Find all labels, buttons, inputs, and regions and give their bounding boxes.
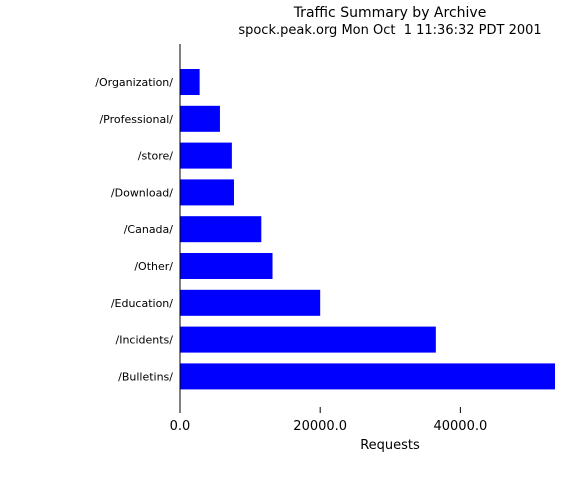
category-label-8: /Bulletins/	[118, 370, 173, 383]
bars-layer	[180, 69, 555, 390]
bar-1	[180, 105, 220, 132]
category-label-2: /store/	[138, 150, 174, 163]
bar-4	[180, 216, 262, 243]
bar-7	[180, 326, 436, 353]
x-axis-label: Requests	[360, 438, 420, 453]
category-label-1: /Professional/	[99, 113, 173, 126]
category-label-4: /Canada/	[124, 223, 174, 236]
x-tick-label-0: 0.0	[170, 419, 191, 434]
category-label-3: /Download/	[111, 186, 173, 199]
category-label-7: /Incidents/	[116, 334, 174, 347]
bar-8	[180, 363, 555, 390]
bar-0	[180, 69, 200, 95]
bar-2	[180, 142, 232, 169]
bar-3	[180, 179, 234, 206]
bar-6	[180, 289, 321, 316]
chart-title: Traffic Summary by Archive	[293, 5, 487, 21]
bar-5	[180, 253, 273, 279]
category-label-6: /Education/	[111, 297, 173, 310]
x-tick-label-1: 20000.0	[293, 419, 347, 434]
x-tick-label-2: 40000.0	[433, 419, 487, 434]
category-labels: /Organization/ /Professional/ /store/ /Down…	[95, 76, 173, 383]
category-label-5: /Other/	[134, 260, 173, 273]
category-label-0: /Organization/	[95, 76, 173, 89]
x-axis-ticks: 0.0 20000.0 40000.0	[170, 407, 487, 434]
chart-subtitle: spock.peak.org Mon Oct 1 11:36:32 PDT 20…	[238, 23, 541, 38]
